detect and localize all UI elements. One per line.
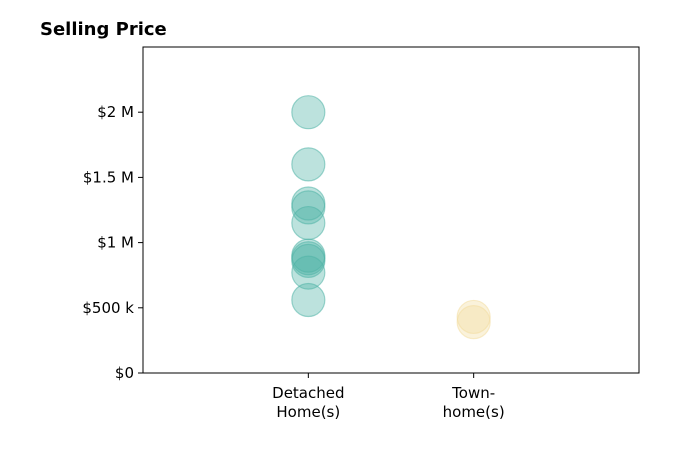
data-point <box>291 95 326 130</box>
data-point <box>291 255 326 290</box>
x-axis: Detached Home(s) Town-home(s) <box>272 373 505 421</box>
y-tick-label: $0 <box>115 364 134 382</box>
data-point <box>291 147 326 182</box>
data-point <box>291 243 326 278</box>
data-point <box>291 282 326 318</box>
plot-area-frame <box>142 46 640 374</box>
data-point <box>291 205 326 241</box>
data-points <box>291 95 491 340</box>
chart-title: Selling Price <box>40 19 167 40</box>
y-tick-label: $500 k <box>82 299 134 317</box>
data-point <box>291 190 326 225</box>
data-point <box>456 299 491 335</box>
y-tick-label: $1 M <box>97 234 134 252</box>
y-tick-label: $1.5 M <box>83 168 134 186</box>
x-tick-label: Detached Home(s) <box>272 384 344 421</box>
data-point <box>456 305 491 340</box>
x-tick-label: Town-home(s) <box>443 384 505 421</box>
y-axis: $0 $500 k $1 M $1.5 M $2 M <box>82 103 143 382</box>
y-tick-label: $2 M <box>97 103 134 121</box>
